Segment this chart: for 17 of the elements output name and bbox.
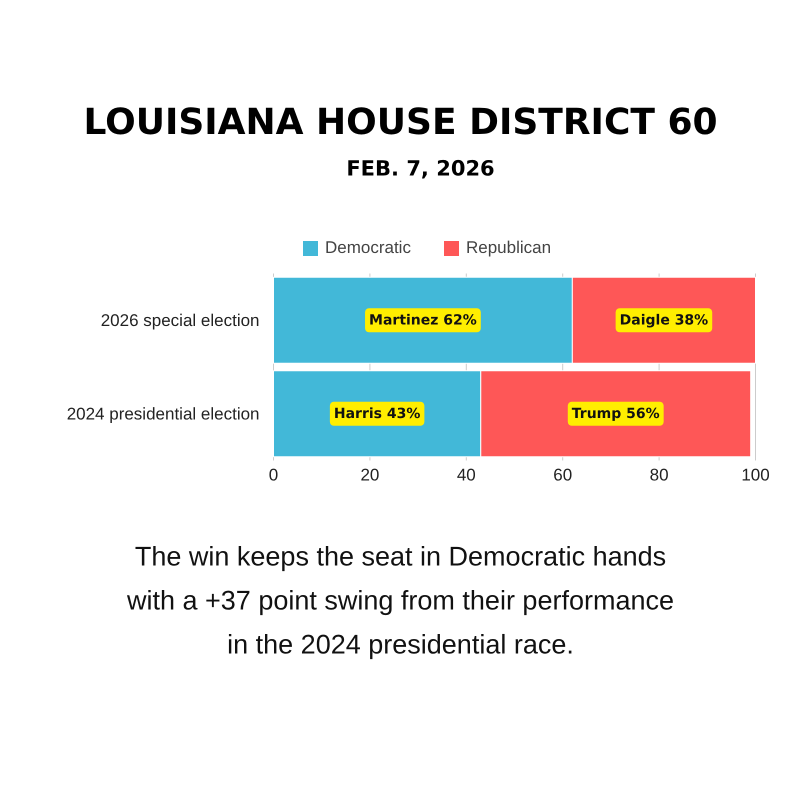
data-label: Harris 43% <box>334 406 420 422</box>
data-label: Martinez 62% <box>369 312 477 328</box>
y-tick-label: 2026 special election <box>100 310 260 330</box>
text: The win keeps the seat in Democratic hands with a +37 point swing from their performance in the 2024 presidential race. <box>126 542 674 660</box>
x-tick-label: 0 <box>268 466 278 484</box>
x-tick-label: 100 <box>741 466 770 484</box>
legend-label: Republican <box>466 238 552 258</box>
x-tick-label: 60 <box>553 466 572 484</box>
x-tick-label: 20 <box>360 466 380 484</box>
data-label: Trump 56% <box>572 406 660 422</box>
data-label: Daigle 38% <box>620 312 708 328</box>
y-tick-label: 2024 presidential election <box>66 404 260 424</box>
legend-label: Democratic <box>325 238 411 258</box>
x-tick-label: 80 <box>650 466 669 484</box>
x-tick-label: 40 <box>456 466 476 484</box>
chart-title: LOUISIANA HOUSE DISTRICT 60 <box>83 102 718 143</box>
chart-subtitle: FEB. 7, 2026 <box>346 156 495 180</box>
